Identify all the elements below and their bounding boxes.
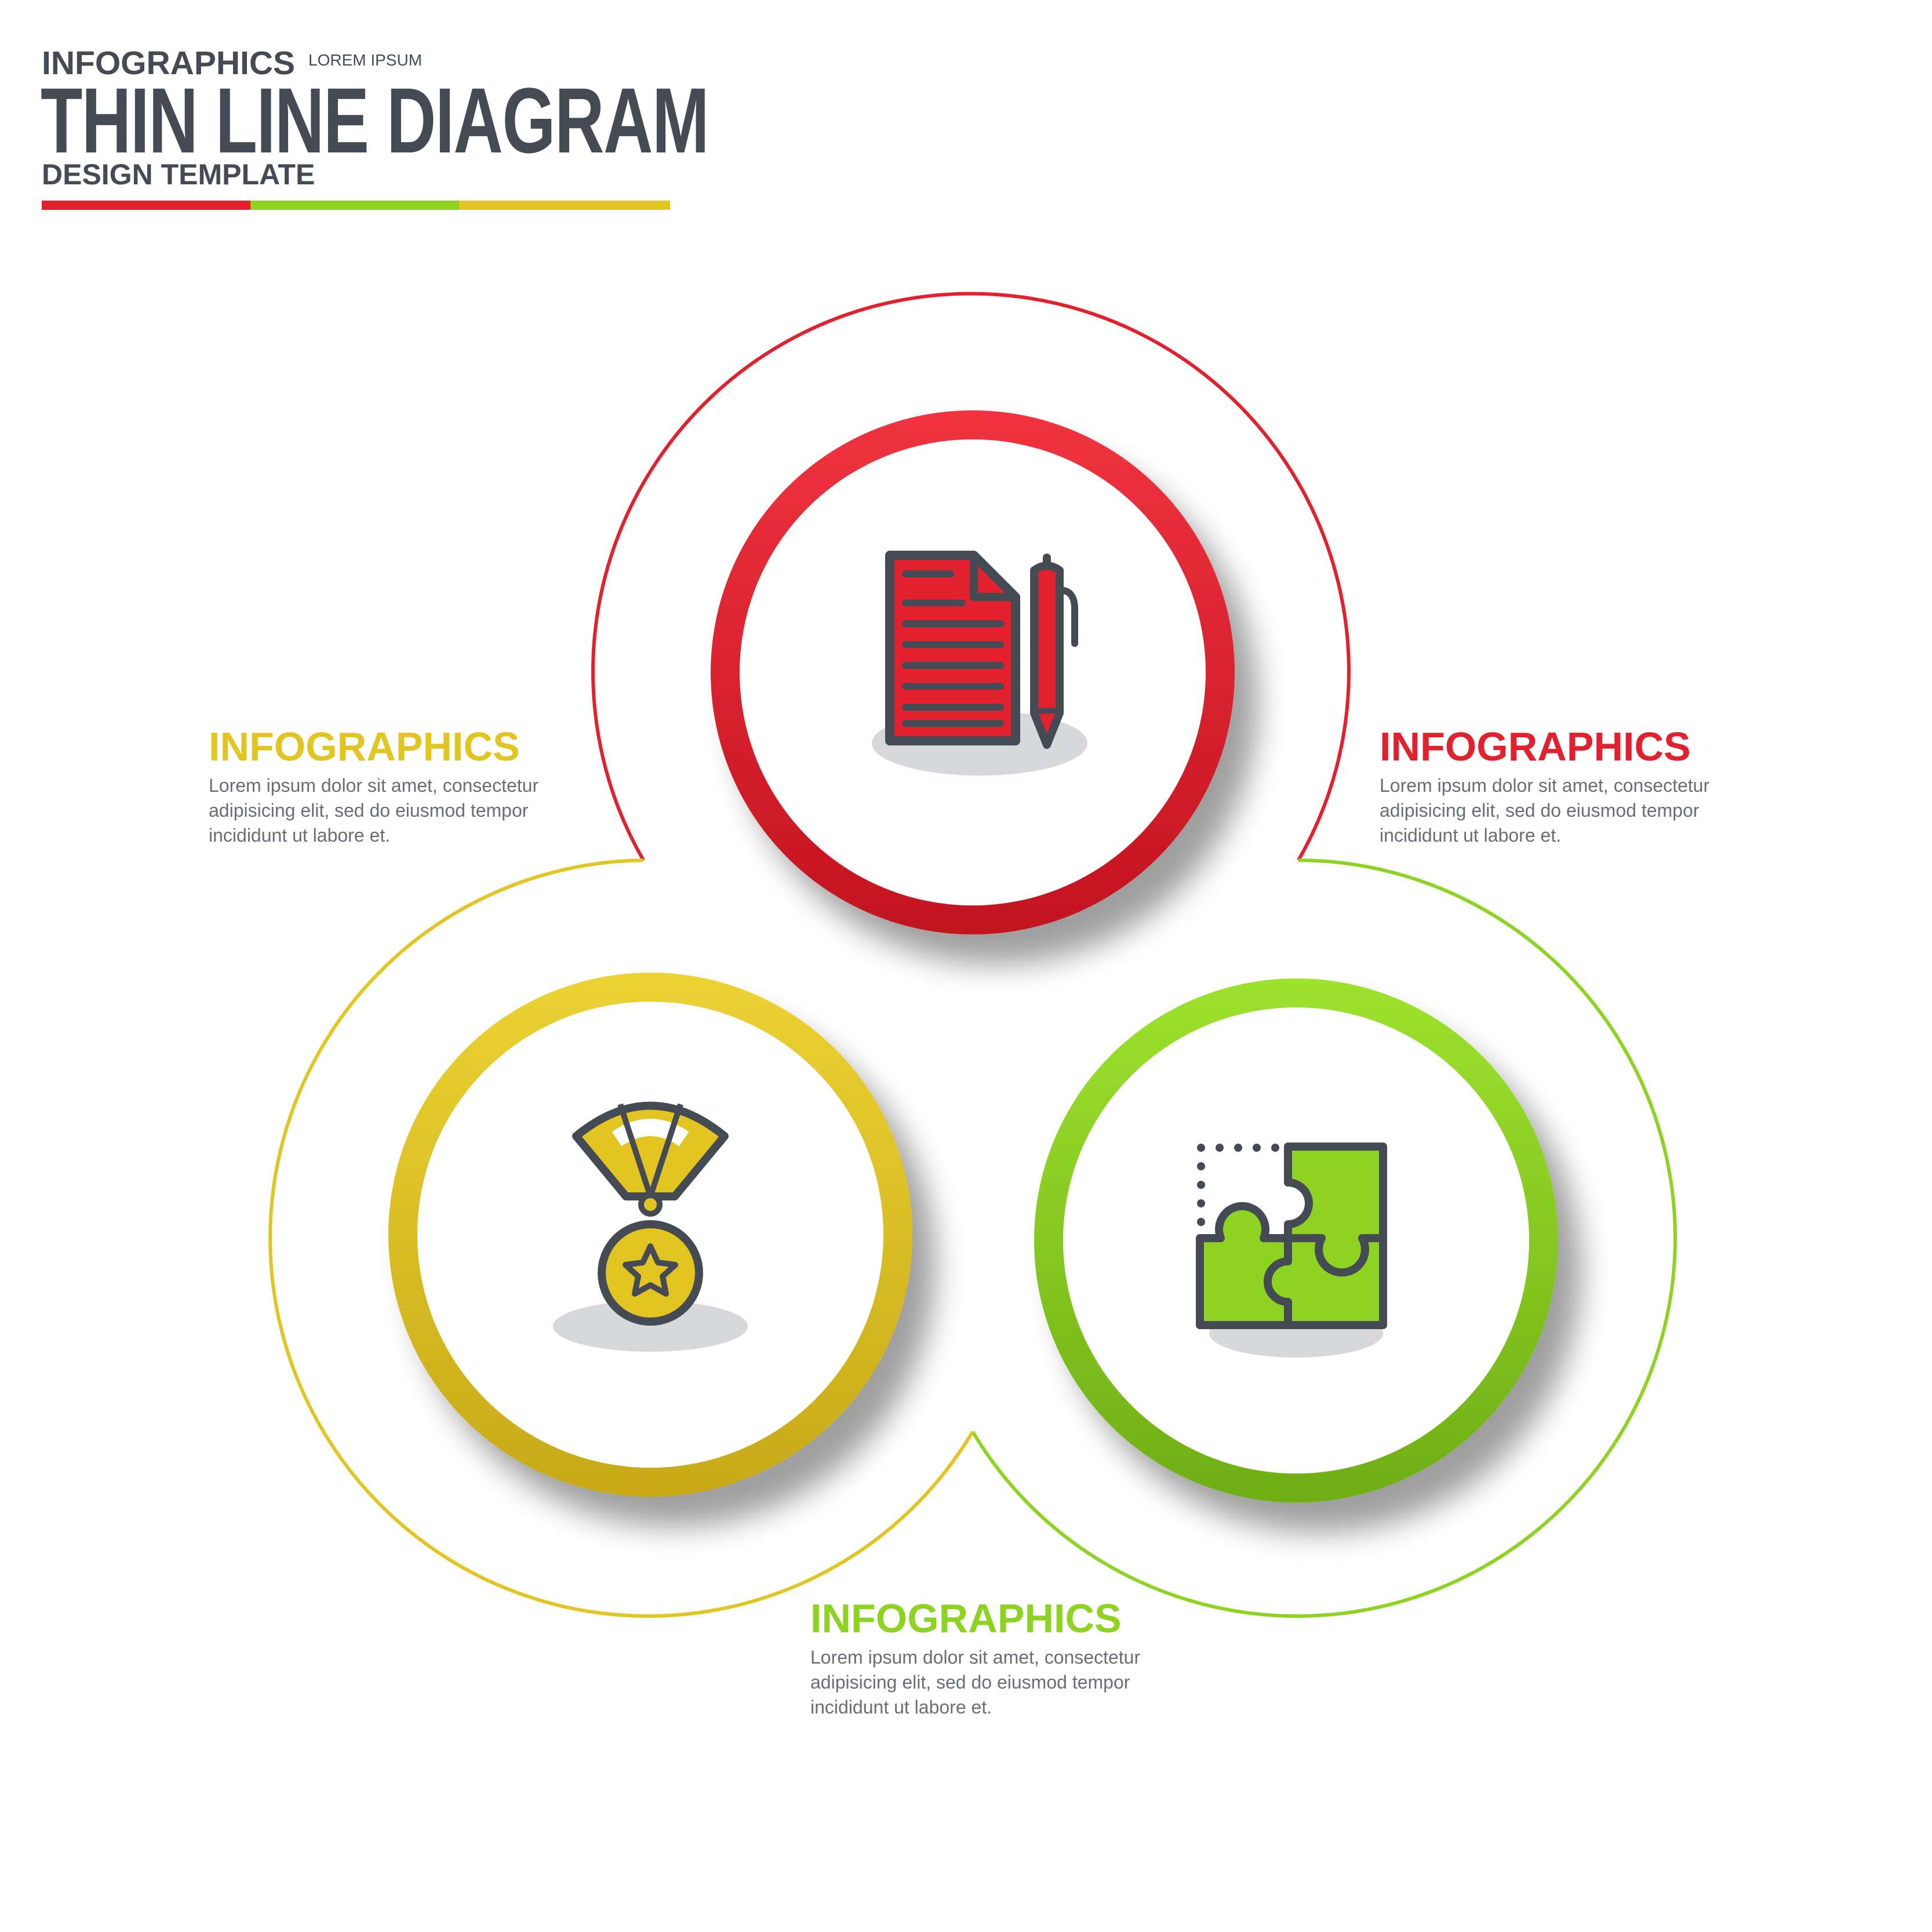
outline-arc-green [971,858,1677,1618]
outline-arc-yellow [268,858,974,1618]
section-green-title: INFOGRAPHICS [810,1596,1122,1641]
section-yellow-body-line: Lorem ipsum dolor sit amet, consectetur [209,775,539,796]
outline-arc-red [591,292,1351,861]
section-red-body-line: incididunt ut labore et. [1380,825,1562,846]
section-green-body-line: incididunt ut labore et. [810,1697,992,1718]
section-yellow-body-line: incididunt ut labore et. [209,825,391,846]
document-pen-icon [872,551,1087,776]
section-red-body-line: adipisicing elit, sed do eiusmod tempor [1380,800,1700,821]
header-subtitle: DESIGN TEMPLATE [42,158,315,191]
section-green-body: Lorem ipsum dolor sit amet, consectetur … [810,1645,1140,1720]
section-red-title: INFOGRAPHICS [1380,724,1691,769]
section-yellow-body-line: adipisicing elit, sed do eiusmod tempor [209,800,529,821]
header-overline: INFOGRAPHICS [42,45,296,82]
header-tag: LOREM IPSUM [308,51,423,69]
header-bar-yellow [459,201,670,210]
section-yellow-title: INFOGRAPHICS [209,724,520,769]
section-green-body-line: adipisicing elit, sed do eiusmod tempor [810,1672,1130,1693]
section-red-body-line: Lorem ipsum dolor sit amet, consectetur [1380,775,1710,796]
medal-icon [553,1101,748,1352]
section-red-body: Lorem ipsum dolor sit amet, consectetur … [1380,773,1709,848]
page-title: THIN LINE DIAGRAM [41,68,710,172]
header-bar-green [250,201,459,210]
header-bar-red [42,201,250,210]
section-green-body-line: Lorem ipsum dolor sit amet, consectetur [810,1647,1141,1668]
section-yellow-body: Lorem ipsum dolor sit amet, consectetur … [209,773,539,848]
puzzle-icon [1196,1143,1387,1358]
